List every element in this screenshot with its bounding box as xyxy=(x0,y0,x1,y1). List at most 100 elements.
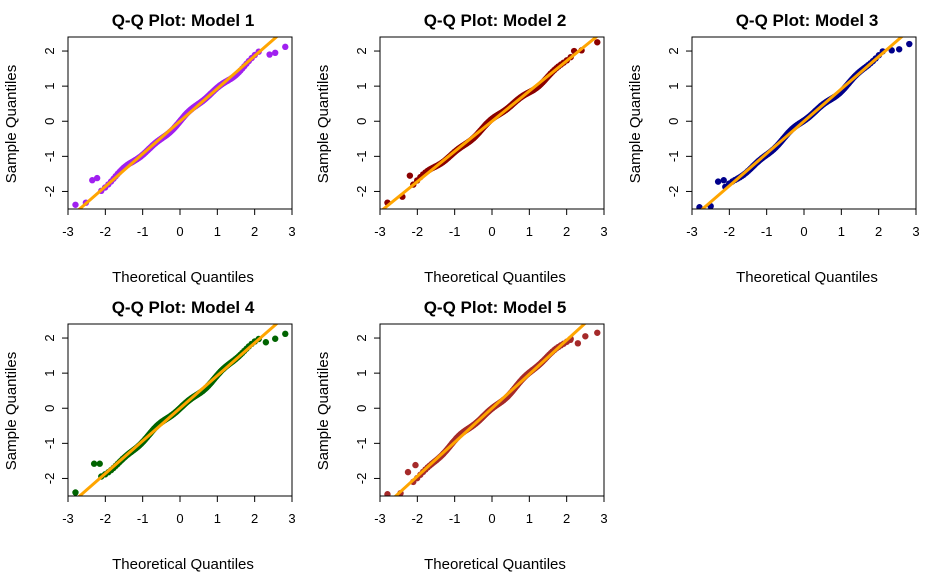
x-tick-label: -2 xyxy=(724,224,736,239)
x-tick-label: -2 xyxy=(412,224,424,239)
reference-line xyxy=(700,37,904,209)
qq-point xyxy=(272,49,279,56)
panel-title: Q-Q Plot: Model 2 xyxy=(424,11,567,30)
x-tick-label: -1 xyxy=(137,511,149,526)
x-tick-label: -3 xyxy=(686,224,698,239)
x-tick-label: 1 xyxy=(214,224,221,239)
y-tick-label: 0 xyxy=(354,118,369,125)
data-region xyxy=(381,37,601,209)
qq-point xyxy=(262,339,270,346)
y-axis-label: Sample Quantiles xyxy=(315,352,332,470)
y-tick-label: 0 xyxy=(42,405,57,412)
x-tick-label: 3 xyxy=(288,511,295,526)
x-tick-label: 0 xyxy=(176,511,183,526)
y-tick-label: -1 xyxy=(42,151,57,163)
data-region xyxy=(384,324,601,496)
y-tick-label: -2 xyxy=(354,186,369,198)
qq-point xyxy=(72,201,79,208)
plot-area: -3 -2 -1 0 1 2 3 -2 -1 0 1 2 xyxy=(42,36,296,239)
qq-point xyxy=(90,460,98,467)
x-tick-label: 0 xyxy=(176,224,183,239)
qq-point xyxy=(96,460,103,467)
y-tick-label: -2 xyxy=(666,186,681,198)
qq-point xyxy=(574,340,582,347)
y-tick-label: 2 xyxy=(666,47,681,54)
x-tick-label: -3 xyxy=(62,224,74,239)
y-axis-label: Sample Quantiles xyxy=(627,65,644,183)
x-axis-label: Theoretical Quantiles xyxy=(424,556,566,573)
y-axis-label: Sample Quantiles xyxy=(3,65,20,183)
reference-line xyxy=(77,324,279,496)
qq-point xyxy=(714,178,722,185)
qq-point xyxy=(282,330,289,338)
qq-point xyxy=(412,461,419,469)
x-tick-label: -1 xyxy=(137,224,149,239)
y-tick-label: 2 xyxy=(42,47,57,54)
qq-point xyxy=(594,39,601,46)
panel-title: Q-Q Plot: Model 1 xyxy=(112,11,255,30)
plot-area: -3 -2 -1 0 1 2 3 -2 -1 0 1 2 xyxy=(354,36,608,239)
y-tick-label: 1 xyxy=(42,370,57,377)
qq-point xyxy=(896,46,903,53)
reference-line xyxy=(77,37,279,209)
x-axis-label: Theoretical Quantiles xyxy=(112,556,254,573)
x-tick-label: 2 xyxy=(563,224,570,239)
reference-line xyxy=(393,324,587,496)
y-tick-label: 1 xyxy=(354,370,369,377)
x-tick-label: -3 xyxy=(374,224,386,239)
qq-panel-model-3: Q-Q Plot: Model 3 Theoretical Quantiles … xyxy=(627,11,920,286)
y-tick-label: 0 xyxy=(666,118,681,125)
qq-point xyxy=(406,172,414,179)
x-tick-label: 3 xyxy=(288,224,295,239)
x-tick-label: 1 xyxy=(526,224,533,239)
panel-title: Q-Q Plot: Model 3 xyxy=(736,11,879,30)
qq-point xyxy=(906,40,913,48)
qq-point xyxy=(594,329,601,336)
x-tick-label: 2 xyxy=(563,511,570,526)
y-tick-label: -1 xyxy=(354,151,369,163)
qq-panel-model-1: Q-Q Plot: Model 1 Theoretical Quantiles … xyxy=(3,11,296,286)
reference-line xyxy=(381,37,599,209)
plot-area: -3 -2 -1 0 1 2 3 -2 -1 0 1 2 xyxy=(666,36,920,239)
plot-area: -3 -2 -1 0 1 2 3 -2 -1 0 1 2 xyxy=(42,323,296,526)
x-tick-label: -1 xyxy=(761,224,773,239)
qq-point xyxy=(266,51,273,58)
y-tick-label: -2 xyxy=(42,473,57,485)
qq-point xyxy=(384,491,391,496)
y-tick-label: 2 xyxy=(354,334,369,341)
y-tick-label: 1 xyxy=(666,83,681,90)
x-tick-label: -3 xyxy=(62,511,74,526)
x-tick-label: -1 xyxy=(449,511,461,526)
x-tick-label: 0 xyxy=(800,224,807,239)
qq-point xyxy=(696,204,703,209)
y-axis-label: Sample Quantiles xyxy=(3,352,20,470)
qq-point xyxy=(93,174,101,182)
qq-panel-model-5: Q-Q Plot: Model 5 Theoretical Quantiles … xyxy=(315,298,608,573)
y-tick-label: 1 xyxy=(42,83,57,90)
y-tick-label: 2 xyxy=(354,47,369,54)
x-tick-label: -2 xyxy=(100,224,112,239)
x-tick-label: -3 xyxy=(374,511,386,526)
x-axis-label: Theoretical Quantiles xyxy=(736,269,878,286)
x-axis-label: Theoretical Quantiles xyxy=(112,269,254,286)
panel-title: Q-Q Plot: Model 4 xyxy=(112,298,255,317)
x-tick-label: 1 xyxy=(838,224,845,239)
y-tick-label: -1 xyxy=(666,151,681,163)
qq-point xyxy=(582,333,589,340)
x-tick-label: 2 xyxy=(251,224,258,239)
x-axis-label: Theoretical Quantiles xyxy=(424,269,566,286)
qq-point xyxy=(888,47,895,54)
x-tick-label: -2 xyxy=(412,511,424,526)
x-tick-label: 1 xyxy=(526,511,533,526)
x-tick-label: -1 xyxy=(449,224,461,239)
qq-panel-model-2: Q-Q Plot: Model 2 Theoretical Quantiles … xyxy=(315,11,608,286)
y-tick-label: -1 xyxy=(42,438,57,450)
qq-point xyxy=(272,335,279,342)
y-tick-label: 0 xyxy=(42,118,57,125)
x-tick-label: 1 xyxy=(214,511,221,526)
x-tick-label: -2 xyxy=(100,511,112,526)
y-axis-label: Sample Quantiles xyxy=(315,65,332,183)
x-tick-label: 2 xyxy=(251,511,258,526)
y-tick-label: -2 xyxy=(42,186,57,198)
